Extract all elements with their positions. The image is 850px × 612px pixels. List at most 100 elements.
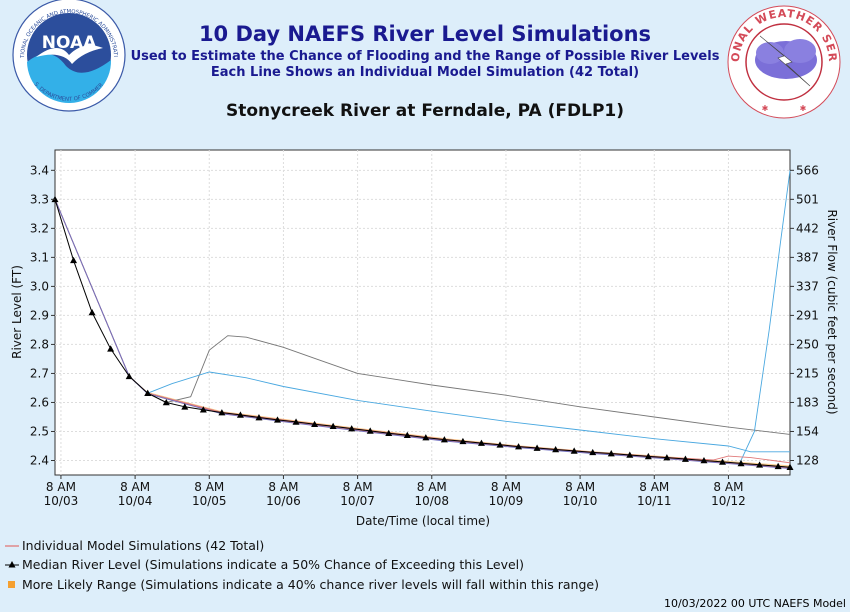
y-tick-label: 3.4 [30, 163, 49, 177]
x-tick-time: 8 AM [46, 480, 76, 494]
legend-individual: Individual Model Simulations (42 Total) [22, 538, 264, 553]
median-point [88, 309, 96, 316]
y-tick-label: 2.5 [30, 424, 49, 438]
median-point [403, 431, 411, 439]
legend-swatch-likely [8, 581, 15, 588]
y-tick-label: 2.7 [30, 366, 49, 380]
median-point [496, 441, 504, 448]
median-point [181, 403, 189, 410]
station-name: Stonycreek River at Ferndale, PA (FDLP1) [226, 101, 624, 121]
x-tick-date: 10/03 [44, 494, 79, 508]
x-tick-time: 8 AM [268, 480, 298, 494]
y-tick-label: 2.8 [30, 337, 49, 351]
noaa-gull-icon [36, 45, 103, 64]
model-run-footer: 10/03/2022 00 UTC NAEFS Model [663, 597, 846, 610]
x-tick-time: 8 AM [713, 480, 743, 494]
x-tick-time: 8 AM [417, 480, 447, 494]
y-right-tick-label: 215 [796, 366, 819, 380]
x-tick-time: 8 AM [194, 480, 224, 494]
median-point [552, 445, 560, 453]
x-tick-date: 10/09 [489, 494, 524, 508]
legend-median: Median River Level (Simulations indicate… [22, 557, 524, 572]
y-axis-right: 128 154 183 215 250 291 337 387 442 501 566 [790, 163, 819, 467]
median-point [348, 425, 356, 432]
median-point [162, 398, 170, 406]
y-tick-label: 3.1 [30, 250, 49, 264]
noaa-logo-text: NOAA [42, 33, 97, 53]
simulation-line-2 [54, 199, 790, 453]
nws-star-icon: ✱ [800, 104, 807, 113]
median-point [459, 437, 467, 445]
median-point [125, 372, 133, 380]
nws-lightning-icon [759, 35, 811, 87]
median-point [274, 416, 282, 423]
median-point [292, 418, 300, 425]
median-point [589, 448, 597, 456]
y-right-tick-label: 337 [796, 279, 819, 293]
median-point [107, 345, 115, 352]
nws-star-icon: ✱ [762, 104, 769, 113]
median-line [51, 195, 794, 470]
x-tick-time: 8 AM [565, 480, 595, 494]
median-point [570, 447, 578, 454]
y-right-tick-label: 442 [796, 221, 819, 235]
median-point [607, 450, 615, 457]
median-point [70, 256, 78, 264]
median-point [366, 427, 374, 434]
x-tick-time: 8 AM [343, 480, 373, 494]
median-point [756, 461, 764, 468]
y-right-tick-label: 183 [796, 395, 819, 409]
chart-subtitle-flooding: Used to Estimate the Chance of Flooding … [130, 49, 720, 64]
median-point [626, 451, 634, 458]
median-point [663, 454, 671, 461]
y-right-tick-label: 566 [796, 163, 819, 177]
x-tick-time: 8 AM [639, 480, 669, 494]
y-right-tick-label: 291 [796, 308, 819, 322]
x-tick-time: 8 AM [491, 480, 521, 494]
median-point [329, 422, 337, 430]
y-axis-label: River Level (FT) [10, 265, 24, 359]
median-point [786, 463, 794, 470]
median-point [311, 420, 319, 428]
median-point [719, 458, 727, 465]
y-right-tick-label: 154 [796, 424, 819, 438]
median-point [774, 462, 782, 470]
median-point [737, 459, 745, 467]
y-right-tick-label: 387 [796, 250, 819, 264]
median-point [700, 456, 708, 464]
chart-subtitle-simulations: Each Line Shows an Individual Model Simu… [210, 65, 640, 80]
plot-area [54, 149, 791, 476]
median-point [385, 429, 393, 437]
median-point [644, 452, 652, 460]
median-point [218, 409, 226, 416]
grid-lines [55, 150, 790, 475]
nws-ring-text: NATIONAL WEATHER SERVICE [0, 0, 839, 63]
median-point [440, 436, 448, 443]
y-tick-label: 3.2 [30, 221, 49, 235]
median-point [255, 414, 263, 421]
x-tick-date: 10/08 [414, 494, 449, 508]
x-tick-date: 10/04 [118, 494, 153, 508]
x-tick-date: 10/07 [340, 494, 375, 508]
legend-triangle-icon [8, 561, 16, 568]
legend: Individual Model Simulations (42 Total) … [5, 538, 599, 592]
noaa-logo: NOAA NATIONAL OCEANIC AND ATMOSPHERIC AD… [0, 0, 126, 112]
x-tick-date: 10/11 [637, 494, 672, 508]
nws-logo: NATIONAL WEATHER SERVICE ✱ ✱ [0, 0, 841, 119]
y-tick-label: 2.6 [30, 395, 49, 409]
median-point [681, 455, 689, 462]
median-point [515, 443, 523, 450]
x-tick-date: 10/06 [266, 494, 301, 508]
x-tick-time: 8 AM [120, 480, 150, 494]
x-tick-date: 10/05 [192, 494, 227, 508]
y-tick-label: 3.0 [30, 279, 49, 293]
median-point [533, 444, 541, 451]
median-point [199, 406, 207, 413]
median-point [144, 389, 152, 396]
legend-likely-range: More Likely Range (Simulations indicate … [22, 577, 599, 592]
y-axis-right-label: River Flow (cubic feet per second) [825, 209, 839, 414]
y-right-tick-label: 501 [796, 192, 819, 206]
x-tick-date: 10/12 [711, 494, 746, 508]
y-right-tick-label: 250 [796, 337, 819, 351]
